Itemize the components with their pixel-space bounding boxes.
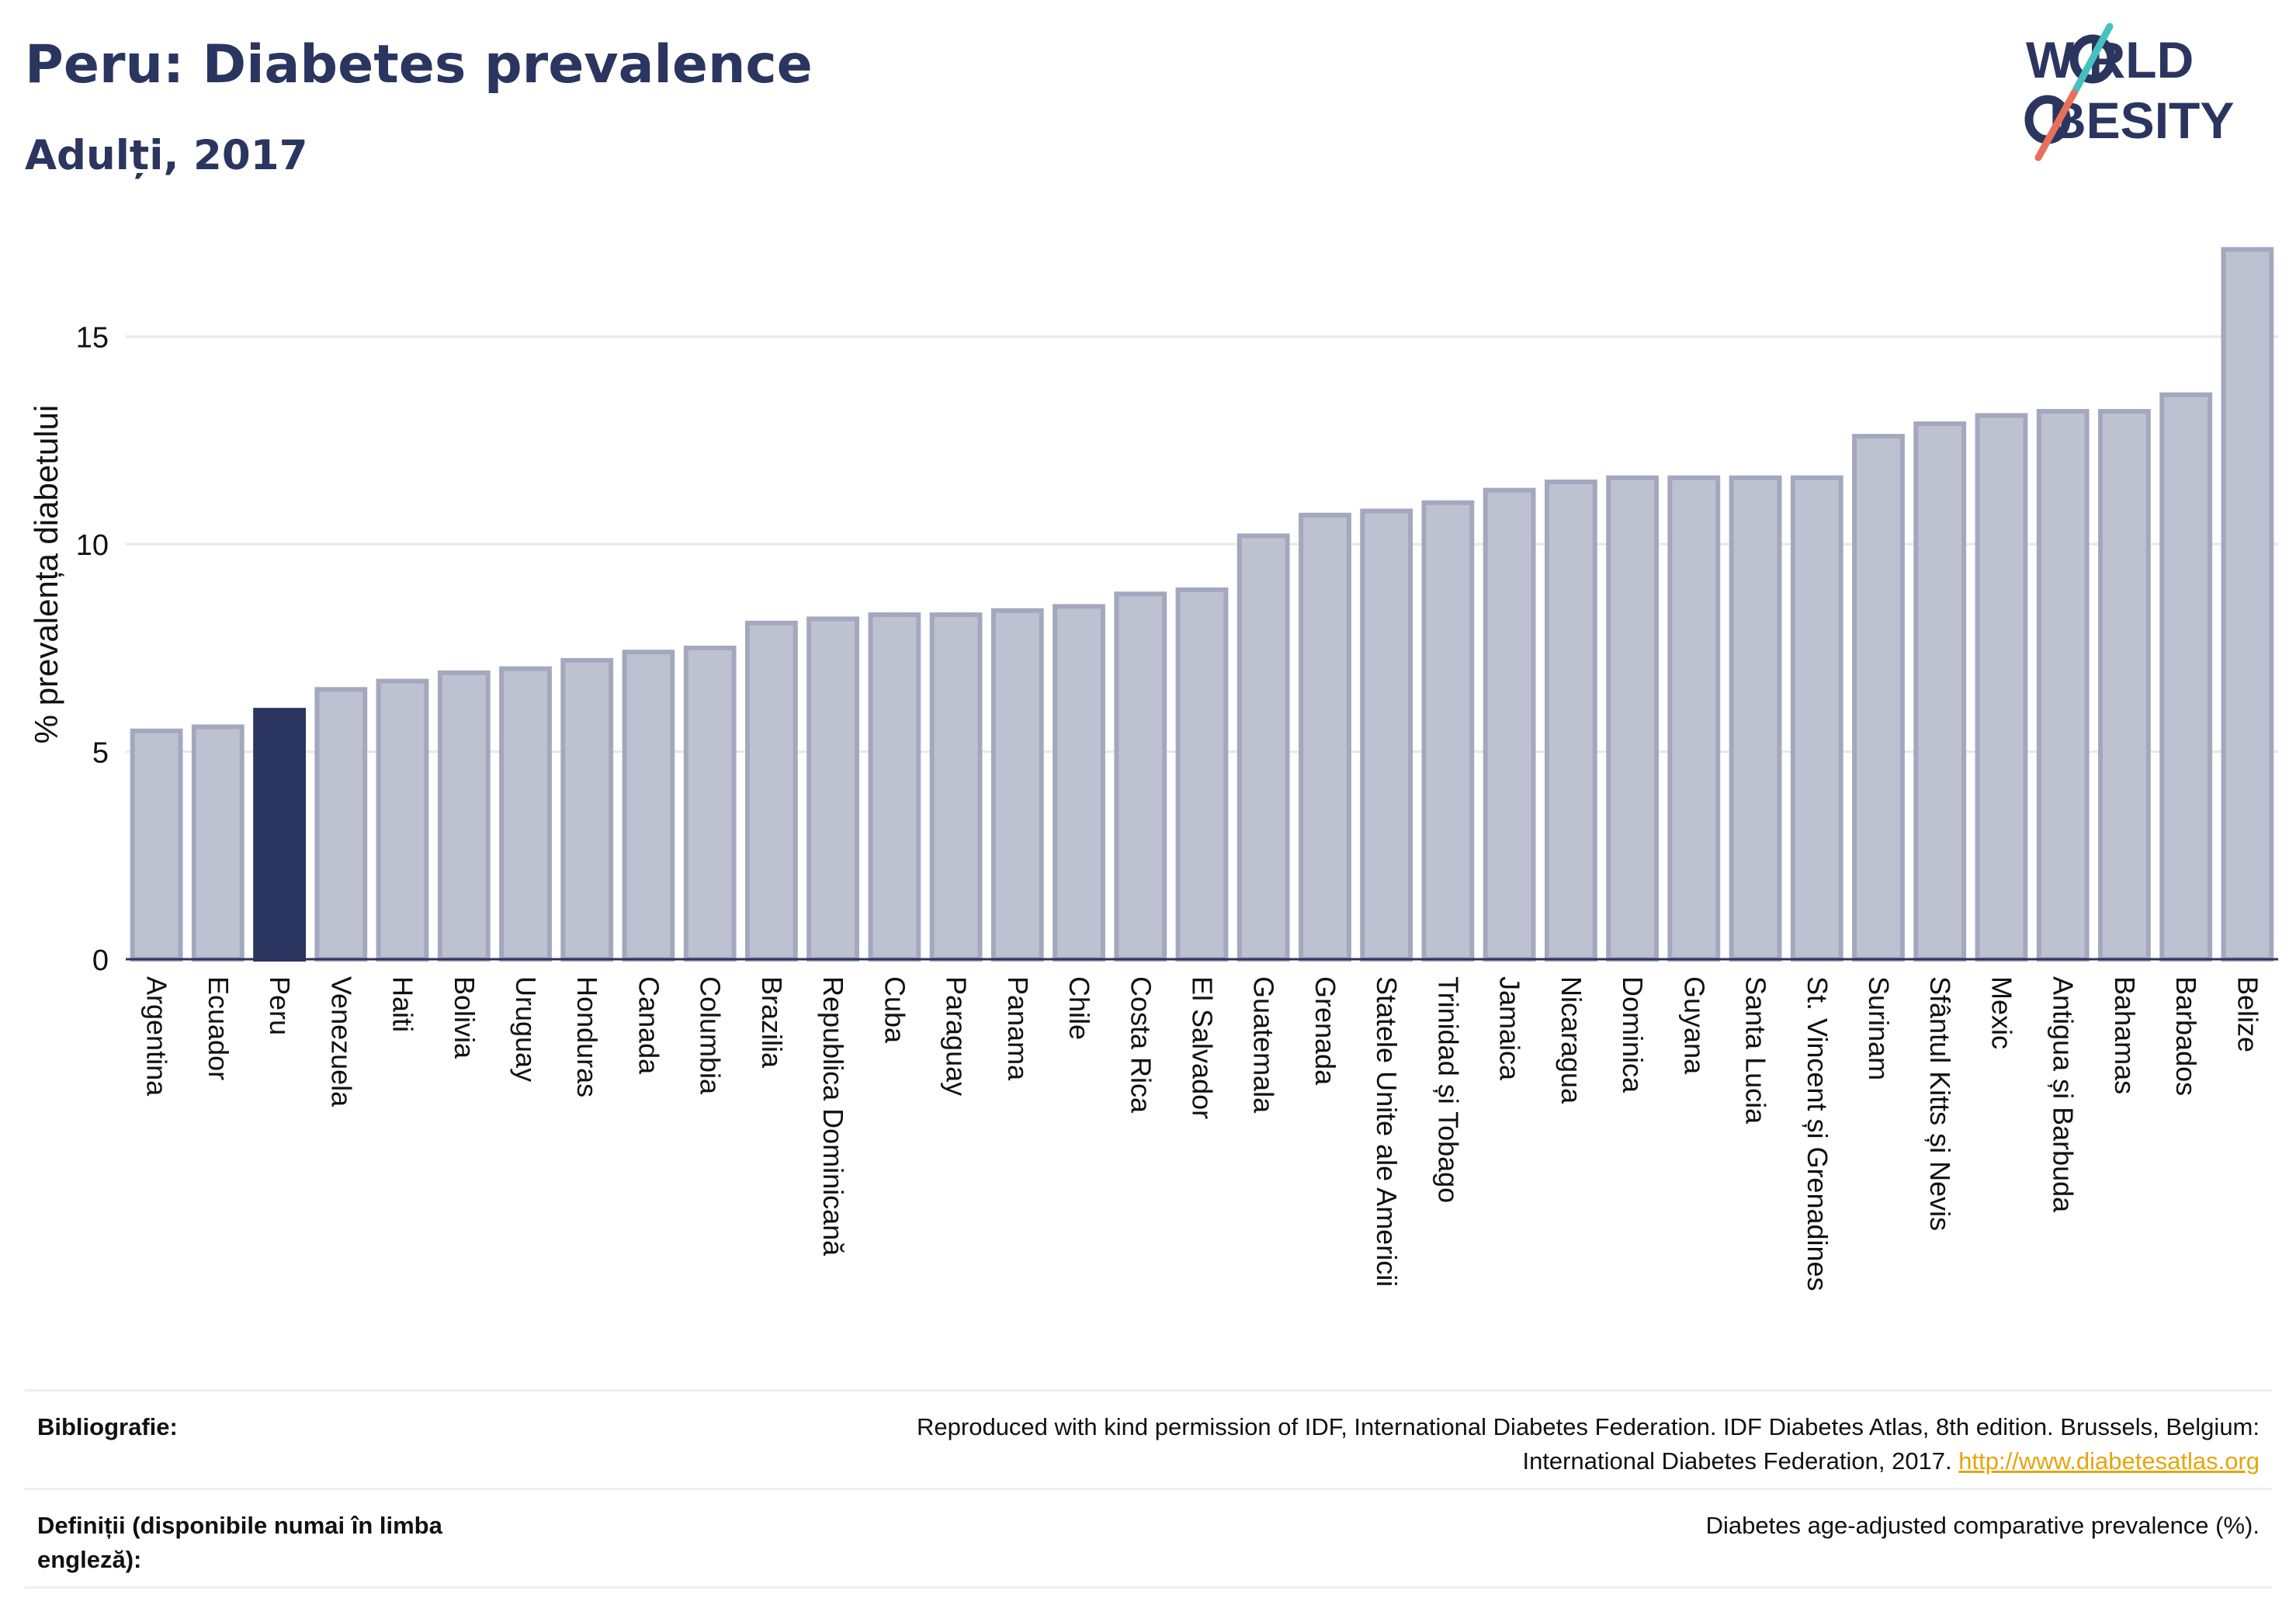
bar — [1421, 500, 1475, 962]
diabetes-atlas-link[interactable]: http://www.diabetesatlas.org — [1958, 1447, 2260, 1475]
y-tick-label: 0 — [92, 944, 109, 977]
bar — [130, 728, 183, 962]
bar — [1175, 587, 1229, 962]
x-tick-label: Cuba — [879, 976, 910, 1044]
x-tick-label: Sfântul Kitts și Nevis — [1924, 976, 1956, 1231]
x-tick-label: Ecuador — [203, 976, 234, 1080]
definitions-label: Definiții (disponibile numai în limba en… — [37, 1512, 442, 1573]
x-tick-label: Nicaragua — [1556, 976, 1587, 1104]
bar — [2221, 247, 2274, 962]
bar — [990, 608, 1044, 962]
y-axis-label: % prevalența diabetului — [28, 405, 64, 744]
y-tick-label: 5 — [92, 737, 109, 770]
bar — [622, 650, 675, 962]
x-tick-label: Bahamas — [2109, 976, 2141, 1094]
bar — [2159, 392, 2213, 962]
x-tick-label: Bolivia — [449, 976, 480, 1059]
x-tick-label: Jamaica — [1494, 976, 1526, 1081]
bar — [376, 678, 429, 962]
footer: Bibliografie: Reproduced with kind permi… — [25, 1389, 2272, 1589]
bar — [1606, 475, 1659, 962]
x-tick-label: Dominica — [1617, 976, 1649, 1093]
x-tick-label: Peru — [264, 976, 296, 1035]
bar — [1729, 475, 1782, 962]
bar — [560, 657, 614, 962]
x-tick-label: Guyana — [1678, 976, 1710, 1075]
bar — [1360, 508, 1413, 962]
bar — [191, 724, 245, 962]
bar — [314, 687, 368, 962]
bar — [437, 670, 491, 962]
bibliography-text-line2: International Diabetes Federation, 2017. — [1522, 1447, 1952, 1475]
bar — [2098, 409, 2151, 962]
bibliography-row: Bibliografie: Reproduced with kind permi… — [25, 1389, 2272, 1488]
bar — [745, 620, 798, 962]
x-tick-label: Chile — [1063, 976, 1095, 1040]
x-tick-label: Venezuela — [325, 976, 357, 1107]
bar — [806, 616, 859, 962]
x-tick-label: Barbados — [2170, 976, 2202, 1096]
x-tick-label: St. Vincent și Grenadines — [1802, 976, 1833, 1291]
logo-o-world — [2069, 34, 2116, 84]
x-tick-label: Costa Rica — [1125, 976, 1157, 1114]
x-tick-label: Brazilia — [756, 976, 788, 1069]
bar — [2036, 409, 2090, 962]
x-tick-label: Guatemala — [1248, 976, 1280, 1114]
x-tick-label: Antigua și Barbuda — [2048, 976, 2079, 1213]
bar — [1299, 512, 1351, 962]
x-tick-label: Trinidad și Tobago — [1432, 976, 1464, 1203]
y-tick-label: 15 — [76, 322, 109, 355]
bar — [1790, 475, 1843, 962]
bibliography-text-line1: Reproduced with kind permission of IDF, … — [917, 1413, 2260, 1440]
bar — [499, 666, 552, 962]
bar — [683, 645, 737, 962]
logo-slash-coral — [2034, 89, 2078, 161]
bar — [1975, 413, 2028, 962]
bar — [1667, 475, 1721, 962]
logo-text-obesity: BESITY — [2049, 92, 2234, 149]
x-tick-label: Santa Lucia — [1740, 976, 1772, 1125]
x-tick-label: Grenada — [1309, 976, 1341, 1086]
x-tick-labels: Argentina Ecuador Peru Venezuela Haiti Bolivi… — [141, 976, 2264, 1291]
y-tick-labels: 0 5 10 15 — [76, 322, 109, 977]
logo-slash-teal — [2070, 23, 2114, 97]
bibliography-text: Reproduced with kind permission of IDF, … — [629, 1410, 2260, 1478]
bar — [1852, 434, 1905, 962]
x-tick-label: Mexic — [1986, 976, 2018, 1049]
x-tick-label: Republica Dominicană — [817, 976, 849, 1256]
definitions-row: Definiții (disponibile numai în limba en… — [25, 1488, 2272, 1589]
x-tick-label: Panama — [1002, 976, 1034, 1081]
x-tick-label: Canada — [633, 976, 664, 1075]
x-tick-label: Uruguay — [510, 976, 542, 1082]
bar — [1053, 604, 1105, 962]
bars — [130, 247, 2274, 962]
y-tick-label: 10 — [76, 529, 109, 562]
x-tick-label: Columbia — [695, 976, 727, 1095]
x-tick-label: Haiti — [387, 976, 419, 1032]
bar — [1913, 421, 1967, 962]
bar — [1236, 533, 1290, 962]
x-tick-label: Surinam — [1863, 976, 1895, 1080]
bar — [1545, 479, 1597, 962]
bar — [253, 708, 307, 962]
bar — [868, 612, 921, 962]
bar — [1483, 487, 1536, 962]
x-tick-label: El Salvador — [1187, 976, 1219, 1119]
bar — [929, 612, 983, 962]
chart-title: Peru: Diabetes prevalence — [25, 34, 813, 95]
definitions-text: Diabetes age-adjusted comparative preval… — [1705, 1512, 2260, 1539]
x-tick-label: Honduras — [571, 976, 603, 1097]
chart-subtitle: Adulți, 2017 — [25, 132, 308, 179]
bibliography-label: Bibliografie: — [37, 1413, 178, 1440]
x-tick-label: Paraguay — [941, 976, 973, 1096]
x-tick-label: Statele Unite ale Americii — [1371, 976, 1403, 1287]
bar-chart: 0 5 10 15 Argentina Ecuador Peru Venezuela Hait… — [28, 247, 2278, 1291]
world-obesity-logo: W RLD BESITY — [2024, 23, 2234, 161]
x-tick-label: Argentina — [141, 976, 173, 1097]
bar — [1114, 591, 1167, 962]
x-tick-label: Belize — [2232, 976, 2263, 1052]
